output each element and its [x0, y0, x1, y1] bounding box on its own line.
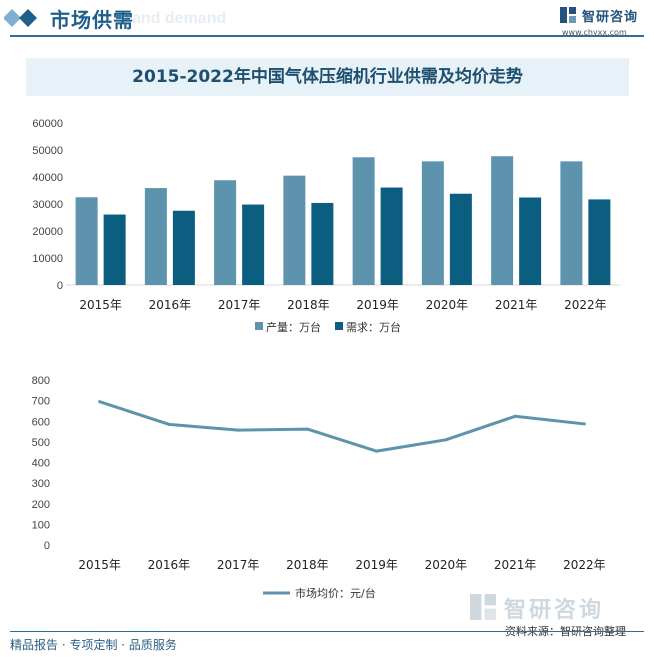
demand-bar: [242, 204, 265, 285]
header-divider: [10, 35, 644, 37]
legend-label: 需求：万台: [346, 320, 401, 334]
chart-title: 2015-2022年中国气体压缩机行业供需及均价走势: [132, 67, 523, 87]
x-tick-label: 2019年: [355, 558, 398, 572]
price-point: [582, 422, 586, 426]
demand-bar: [519, 197, 542, 285]
production-bar: [75, 197, 98, 285]
x-tick-label: 2018年: [286, 558, 329, 572]
y-tick-label: 50000: [32, 145, 63, 157]
price-point: [167, 422, 171, 426]
y-tick-label: 700: [32, 396, 50, 408]
price-point: [513, 414, 517, 418]
y-tick-label: 400: [32, 458, 50, 470]
y-tick-label: 100: [32, 519, 50, 531]
brand-logo: 智研咨询 www.chyxx.com: [560, 5, 650, 37]
x-tick-label: 2021年: [495, 298, 538, 312]
footer-divider: [10, 631, 644, 632]
x-tick-label: 2017年: [217, 558, 260, 572]
x-tick-label: 2018年: [287, 298, 330, 312]
supply-demand-bar-chart: 0 10000 20000 30000 40000 50000 60000 2015年 2016…: [32, 118, 620, 334]
demand-bar: [172, 210, 195, 285]
footer-slogan: 精品报告 · 专项定制 · 品质服务: [10, 638, 177, 652]
legend-swatch: [335, 322, 343, 330]
x-tick-label: 2017年: [218, 298, 261, 312]
y-tick-label: 200: [32, 499, 50, 511]
x-tick-label: 2022年: [564, 298, 607, 312]
watermark-logo: 智研咨询: [470, 592, 650, 623]
production-bar: [352, 157, 375, 285]
demand-bar: [103, 214, 126, 285]
price-point: [444, 438, 448, 442]
demand-bar: [449, 193, 472, 285]
y-tick-label: 800: [32, 375, 50, 387]
demand-bar: [380, 187, 403, 285]
production-bar: [283, 175, 306, 285]
x-tick-label: 2016年: [148, 558, 191, 572]
page-header: 市场供需 and demand 智研咨询 www.chyxx.com: [0, 0, 654, 38]
price-point: [375, 449, 379, 453]
x-tick-label: 2015年: [78, 558, 121, 572]
production-bar: [560, 161, 583, 285]
legend-label: 市场均价：元/台: [295, 586, 376, 600]
section-title: 市场供需: [50, 8, 134, 32]
y-tick-label: 30000: [32, 199, 63, 211]
diamond-icon: [4, 9, 37, 27]
demand-bar: [311, 202, 334, 285]
chart-title-band: 2015-2022年中国气体压缩机行业供需及均价走势: [26, 58, 629, 96]
brand-url: www.chyxx.com: [562, 28, 627, 37]
price-point: [305, 427, 309, 431]
production-bar: [144, 188, 167, 285]
y-tick-label: 300: [32, 478, 50, 490]
production-bar: [214, 180, 237, 285]
watermark-brand: 智研咨询: [504, 598, 605, 623]
section-subtitle-ghost: and demand: [132, 10, 227, 27]
x-tick-label: 2022年: [563, 558, 606, 572]
brand-mark-icon: [560, 7, 576, 23]
x-tick-label: 2021年: [494, 558, 537, 572]
price-point: [236, 428, 240, 432]
y-tick-label: 60000: [32, 118, 63, 130]
production-bar: [491, 156, 514, 285]
y-tick-label: 0: [57, 280, 63, 292]
price-point: [98, 400, 102, 404]
x-tick-label: 2019年: [356, 298, 399, 312]
x-tick-label: 2016年: [149, 298, 192, 312]
production-bar: [421, 161, 444, 285]
y-tick-label: 10000: [32, 253, 63, 265]
y-tick-label: 600: [32, 416, 50, 428]
y-tick-label: 20000: [32, 226, 63, 238]
legend-label: 产量：万台: [266, 320, 321, 334]
brand-mark-icon: [470, 594, 496, 620]
x-tick-label: 2020年: [426, 298, 469, 312]
brand-name: 智研咨询: [582, 10, 639, 25]
price-series-line: [99, 400, 585, 453]
y-tick-label: 500: [32, 437, 50, 449]
x-tick-label: 2015年: [79, 298, 122, 312]
y-tick-label: 0: [44, 540, 50, 552]
legend-swatch: [255, 322, 263, 330]
y-tick-label: 40000: [32, 172, 63, 184]
demand-bar: [588, 199, 611, 285]
x-tick-label: 2020年: [425, 558, 468, 572]
average-price-line-chart: 0 100 200 300 400 500 600 700 800 2015年 2016年 2017年…: [32, 375, 606, 600]
